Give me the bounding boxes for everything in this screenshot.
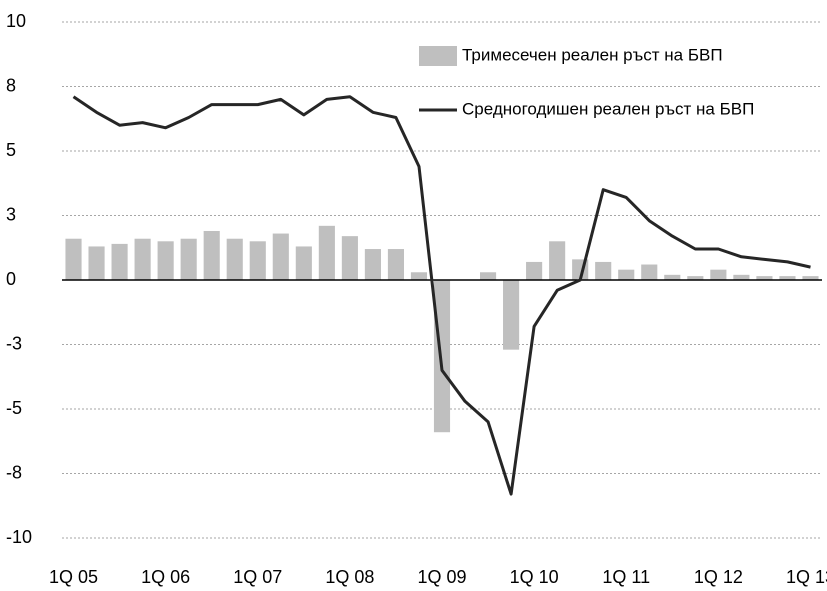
- bar: [180, 238, 197, 280]
- x-tick-label: 1Q 06: [141, 567, 190, 587]
- bar: [733, 274, 750, 280]
- bar: [226, 238, 243, 280]
- line: [72, 95, 811, 496]
- bar: [526, 261, 543, 280]
- x-tick-label: 1Q 09: [417, 567, 466, 587]
- y-tick-label: -3: [6, 333, 22, 353]
- legend-label: Средногодишен реален ръст на БВП: [462, 99, 754, 118]
- y-tick-label: -8: [6, 462, 22, 482]
- x-tick-label: 1Q 11: [602, 567, 650, 587]
- bar: [687, 276, 704, 280]
- bar: [503, 280, 520, 350]
- bar: [779, 276, 796, 280]
- x-tick-label: 1Q 08: [325, 567, 374, 587]
- bar: [664, 274, 681, 280]
- bar: [341, 236, 358, 280]
- y-tick-label: 0: [6, 269, 16, 289]
- bar: [364, 249, 381, 280]
- x-tick-label: 1Q 13: [786, 567, 827, 587]
- bar: [433, 280, 451, 433]
- y-tick-label: 5: [6, 140, 16, 160]
- legend-label: Тримесечен реален ръст на БВП: [462, 45, 723, 64]
- bar: [549, 241, 566, 280]
- bar: [203, 230, 220, 280]
- x-tick-label: 1Q 07: [233, 567, 282, 587]
- bar: [641, 264, 658, 280]
- y-tick-label: 10: [6, 11, 26, 31]
- bar: [618, 269, 635, 280]
- bar: [756, 276, 773, 280]
- bar: [134, 238, 151, 280]
- legend-swatch: [419, 46, 457, 66]
- x-tick-label: 1Q 12: [694, 567, 743, 587]
- bar: [272, 233, 289, 280]
- bar: [249, 241, 266, 280]
- bar: [595, 261, 612, 280]
- y-tick-label: 3: [6, 204, 16, 224]
- bar: [88, 246, 105, 280]
- bar: [802, 276, 819, 280]
- x-tick-label: 1Q 10: [510, 567, 559, 587]
- bar: [65, 238, 82, 280]
- bar: [710, 269, 727, 280]
- bar: [480, 272, 497, 280]
- bar: [157, 241, 174, 280]
- y-tick-label: -5: [6, 398, 22, 418]
- bar: [410, 272, 428, 280]
- x-tick-label: 1Q 05: [49, 567, 98, 587]
- bar: [295, 246, 312, 280]
- bar: [111, 243, 128, 280]
- bar: [318, 225, 335, 280]
- y-tick-label: -10: [6, 527, 32, 547]
- bar: [387, 249, 404, 280]
- y-tick-label: 8: [6, 75, 16, 95]
